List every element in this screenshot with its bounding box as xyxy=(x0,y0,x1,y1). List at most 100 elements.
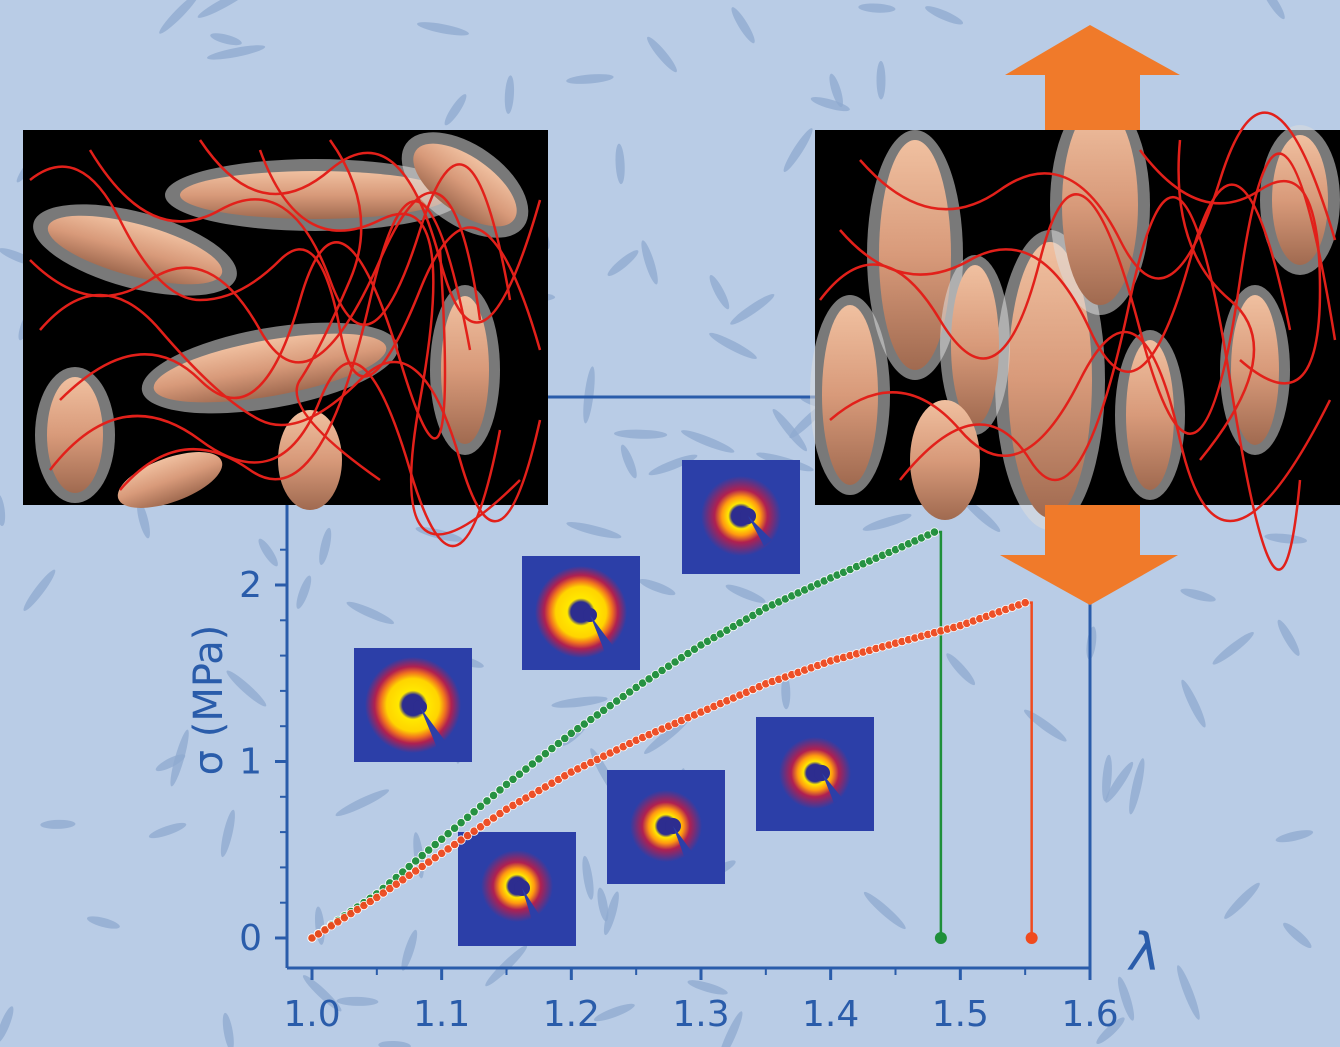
data-point xyxy=(553,738,564,749)
data-point xyxy=(599,705,609,715)
data-point xyxy=(605,701,615,711)
data-point xyxy=(443,829,453,839)
background-rod xyxy=(226,670,267,707)
data-point xyxy=(307,933,317,943)
background-rod xyxy=(582,855,594,900)
data-point xyxy=(612,696,622,706)
data-point xyxy=(346,908,356,919)
data-point xyxy=(1020,598,1030,608)
data-point xyxy=(501,779,512,790)
data-point xyxy=(430,853,440,863)
background-rod xyxy=(641,240,658,285)
x-tick-label: 1.0 xyxy=(283,994,340,1035)
x-tick-label: 1.4 xyxy=(802,994,859,1035)
data-point xyxy=(365,896,375,907)
scattering-pattern-5 xyxy=(607,770,725,884)
data-point xyxy=(521,764,531,774)
data-point xyxy=(352,904,362,915)
background-rod xyxy=(1212,632,1254,665)
stretch-arrow-icon xyxy=(1000,25,1180,605)
data-point xyxy=(469,807,479,817)
data-point xyxy=(482,817,492,828)
background-rod xyxy=(638,579,676,596)
data-point xyxy=(424,845,434,855)
data-point xyxy=(676,653,687,663)
data-point xyxy=(456,835,466,845)
x-tick-label: 1.1 xyxy=(413,994,470,1035)
background-rod xyxy=(86,916,120,929)
background-rod xyxy=(620,444,637,479)
data-point xyxy=(475,822,486,832)
background-rod xyxy=(681,430,735,453)
data-point xyxy=(683,648,693,659)
background-rod xyxy=(781,674,791,710)
data-point xyxy=(586,714,596,725)
background-rod xyxy=(137,501,150,539)
background-rod xyxy=(593,1003,635,1022)
y-tick-label: 0 xyxy=(239,918,262,959)
background-rod xyxy=(925,6,964,25)
background-rod xyxy=(614,429,668,439)
background-rod xyxy=(378,1040,411,1047)
background-rod xyxy=(1277,619,1300,656)
y-axis-label: σ (MPa) xyxy=(186,625,232,776)
axis-ticks: 1.0 1.1 1.2 1.3 1.4 1.5 1.6 0 1 2 xyxy=(239,548,1119,1035)
background-rod xyxy=(862,513,912,531)
background-rod xyxy=(731,7,755,44)
scattering-pattern-6 xyxy=(756,717,874,831)
data-series-layer xyxy=(307,527,1038,944)
x-tick-label: 1.6 xyxy=(1061,994,1118,1035)
background-rod xyxy=(607,250,639,277)
data-point xyxy=(592,710,602,720)
data-point xyxy=(495,808,505,819)
background-rod xyxy=(23,569,56,611)
data-point xyxy=(644,674,654,684)
data-point xyxy=(631,682,641,693)
data-point xyxy=(378,888,388,898)
data-point xyxy=(560,733,570,744)
background-rod xyxy=(566,522,622,539)
x-tick-label: 1.5 xyxy=(932,994,989,1035)
x-axis-label: λ xyxy=(1127,923,1161,983)
data-point xyxy=(488,790,499,801)
scattering-pattern-2 xyxy=(522,556,640,670)
y-tick-label: 2 xyxy=(239,565,262,606)
background-rod xyxy=(1129,758,1145,815)
data-point xyxy=(424,857,434,867)
background-rod xyxy=(1283,922,1312,949)
data-point xyxy=(391,879,401,889)
background-rod xyxy=(1096,1017,1125,1045)
scattering-pattern-3 xyxy=(682,460,800,574)
background-rod xyxy=(444,94,467,126)
data-point xyxy=(326,921,336,931)
background-rod xyxy=(1180,588,1216,602)
data-point xyxy=(488,813,499,823)
background-rod xyxy=(772,408,808,452)
data-point xyxy=(430,839,440,850)
background-rod xyxy=(647,36,677,73)
background-rod xyxy=(302,975,342,1012)
data-point xyxy=(385,883,395,894)
background-rod xyxy=(220,809,235,858)
data-point xyxy=(437,834,447,844)
background-rod xyxy=(1102,754,1112,802)
background-rod xyxy=(1224,882,1260,919)
background-rod xyxy=(1181,679,1206,728)
background-rod xyxy=(709,332,757,359)
data-point xyxy=(534,754,544,764)
data-point xyxy=(657,665,667,676)
failure-point xyxy=(1025,932,1038,944)
background-rod xyxy=(222,1012,234,1047)
background-rod xyxy=(783,128,813,173)
data-point xyxy=(462,812,473,822)
data-point xyxy=(650,670,661,680)
data-point xyxy=(333,917,343,927)
x-tick-label: 1.2 xyxy=(543,994,600,1035)
background-rod xyxy=(0,1006,14,1043)
data-point xyxy=(475,801,486,811)
background-rod xyxy=(319,527,332,565)
background-rod xyxy=(615,143,625,185)
background-rod xyxy=(40,819,76,829)
